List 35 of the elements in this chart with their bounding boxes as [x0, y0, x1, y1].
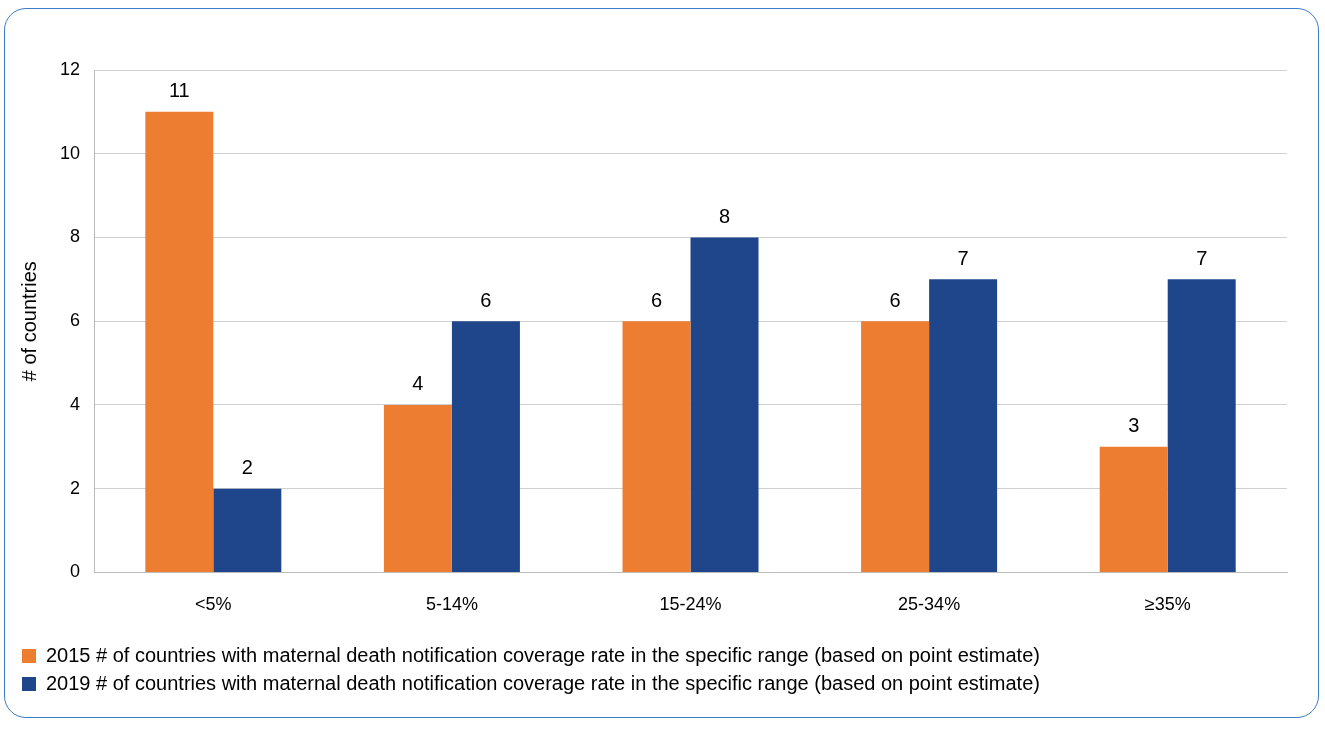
- bar: [1167, 279, 1236, 572]
- bar: [213, 488, 282, 572]
- y-tick-label: 6: [70, 310, 81, 331]
- data-label: 6: [650, 288, 663, 311]
- data-label: 8: [718, 204, 731, 227]
- data-label: 6: [889, 288, 901, 311]
- x-tick-label: 15-24%: [659, 594, 722, 615]
- bar: [929, 279, 998, 572]
- bar: [622, 321, 691, 572]
- legend-label: 2015 # of countries with maternal death notification coverage rate in the specific range (based on point estimate): [46, 643, 1040, 666]
- y-axis-title: # of countries: [17, 261, 40, 382]
- legend-label: 2019 # of countries with maternal death notification coverage rate in the specific range (based on point estimate): [46, 671, 1040, 694]
- x-tick-label: <5%: [195, 594, 232, 615]
- bar: [383, 404, 452, 572]
- y-tick-label: 2: [70, 477, 81, 498]
- x-tick-label: 5-14%: [425, 594, 478, 615]
- y-tick-label: 10: [59, 142, 81, 163]
- data-label: 11: [168, 79, 190, 102]
- bar: [861, 321, 930, 572]
- data-label: 7: [957, 246, 969, 269]
- data-label: 6: [480, 288, 492, 311]
- data-label: 7: [1196, 246, 1208, 269]
- x-tick-label: ≥35%: [1144, 594, 1191, 615]
- data-label: 3: [1128, 414, 1140, 437]
- x-tick-label: 25-34%: [898, 594, 961, 615]
- data-label: 2: [241, 456, 253, 479]
- bar: [451, 321, 520, 572]
- bar: [145, 111, 214, 572]
- data-label: 4: [412, 372, 424, 395]
- y-tick-label: 4: [70, 393, 81, 414]
- bar: [690, 237, 759, 572]
- bar: [1099, 446, 1168, 572]
- y-tick-label: 12: [59, 58, 81, 79]
- y-tick-label: 8: [70, 226, 81, 247]
- y-tick-label: 0: [70, 561, 81, 582]
